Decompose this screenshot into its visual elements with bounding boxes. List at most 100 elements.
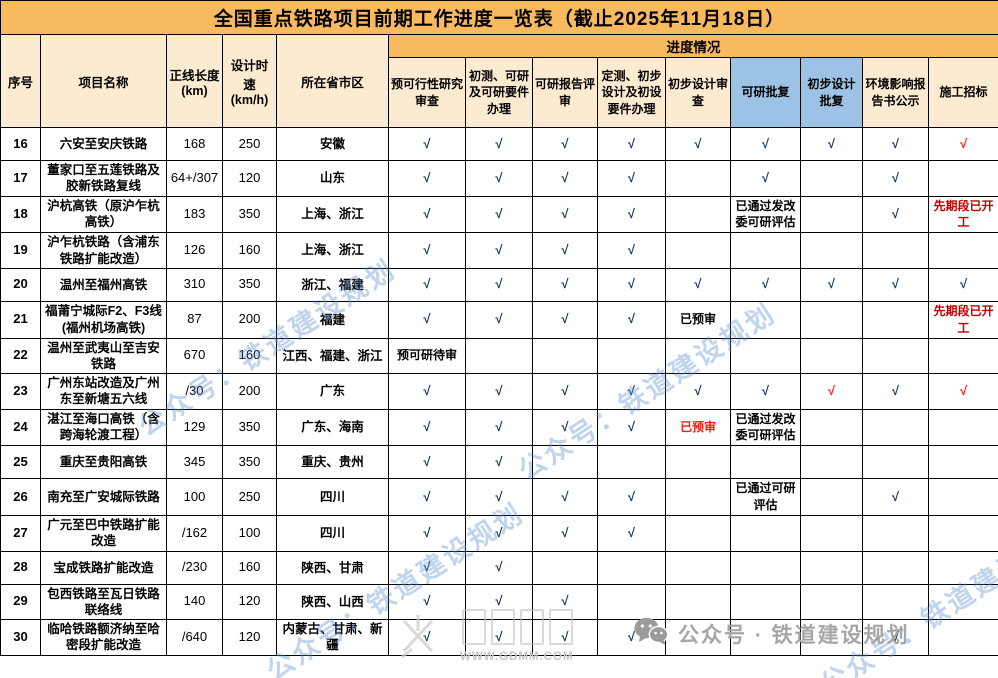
project-name: 南充至广安城际铁路	[40, 478, 167, 517]
project-name: 广州东站改造及广州东至新塘五六线	[40, 373, 167, 410]
table-row: 29 包西铁路至瓦日铁路联络线 140 120 陕西、山西 √ √ √	[0, 583, 998, 621]
check-mark: √	[561, 382, 569, 398]
progress-cell-6	[800, 408, 863, 447]
header-row-sub: 预可行性研究审查 初测、可研及可研要件办理 可研报告评审 定测、初步设计及初设要件办理…	[1, 57, 998, 128]
progress-cell-0: √	[388, 408, 466, 447]
region: 陕西、山西	[276, 583, 389, 621]
progress-cell-2: √	[532, 619, 598, 656]
progress-cell-0: √	[388, 550, 466, 585]
check-mark: √	[561, 169, 569, 185]
progress-cell-0: √	[388, 300, 466, 339]
design-speed: 350	[222, 408, 277, 447]
check-mark: √	[959, 135, 968, 151]
progress-cell-3: √	[597, 127, 666, 161]
design-speed: 160	[222, 550, 277, 585]
check-mark: √	[495, 628, 503, 644]
check-mark: √	[495, 205, 503, 221]
progress-cell-3: √	[597, 373, 666, 410]
check-mark: √	[495, 593, 503, 609]
progress-cell-7	[862, 232, 929, 269]
line-length: 310	[166, 267, 223, 302]
row-no: 26	[0, 478, 41, 517]
check-mark: √	[627, 382, 636, 398]
design-speed: 350	[222, 195, 277, 234]
check-mark: √	[761, 169, 770, 185]
column-header-length: 正线长度 (km)	[166, 34, 223, 128]
progress-cell-3: √	[597, 195, 666, 234]
design-speed: 160	[222, 337, 277, 375]
project-name: 湛江至海口高铁（含跨海轮渡工程）	[40, 408, 167, 447]
check-mark: √	[495, 419, 503, 434]
project-name: 重庆至贵阳高铁	[40, 445, 167, 480]
progress-cell-8: 先期段已开工	[927, 300, 998, 339]
header-row-top: 序号 项目名称 正线长度 (km) 设计时速 (km/h) 所在省市区 进度情况	[0, 34, 998, 128]
region: 四川	[276, 515, 389, 552]
progress-cell-8	[927, 478, 998, 517]
progress-cell-4	[665, 583, 731, 621]
check-mark: √	[561, 593, 569, 609]
progress-cell-8	[927, 160, 998, 197]
column-header-name: 项目名称	[40, 34, 167, 128]
line-length: 129	[166, 408, 223, 447]
page-title: 全国重点铁路项目前期工作进度一览表（截止2025年11月18日）	[0, 0, 998, 35]
progress-cell-8	[927, 232, 998, 269]
status-note: 已预审	[679, 312, 716, 327]
progress-cell-8: √	[927, 127, 998, 161]
check-mark: √	[959, 382, 968, 398]
column-header-progress-4: 初步设计审查	[665, 57, 731, 128]
progress-cell-3: √	[597, 300, 666, 339]
progress-cell-1: √	[465, 373, 533, 410]
project-name: 温州至武夷山至吉安铁路	[40, 337, 167, 375]
progress-cell-1: √	[465, 160, 533, 197]
progress-cell-4: √	[665, 267, 731, 302]
region: 上海、浙江	[276, 232, 389, 269]
design-speed: 250	[222, 478, 277, 517]
column-header-no: 序号	[0, 34, 41, 128]
progress-cell-1: √	[465, 619, 533, 656]
progress-cell-8	[927, 445, 998, 480]
column-header-progress-group: 进度情况	[387, 34, 998, 58]
check-mark: √	[495, 524, 503, 540]
line-length: 126	[166, 232, 223, 269]
progress-cell-2: √	[532, 408, 598, 447]
progress-cell-0: √	[388, 619, 466, 656]
progress-cell-3: √	[597, 232, 666, 269]
column-header-progress-7: 环境影响报告书公示	[862, 57, 929, 128]
progress-cell-5	[730, 550, 801, 585]
project-name: 广元至巴中铁路扩能改造	[40, 515, 167, 552]
progress-cell-3: √	[597, 160, 666, 197]
row-no: 18	[0, 195, 41, 234]
progress-cell-6	[800, 195, 863, 234]
progress-cell-0: √	[388, 445, 466, 480]
table-row: 18 沪杭高铁（原沪乍杭高铁） 183 350 上海、浙江 √ √ √ √ 已通过发改委可研评估 √…	[0, 195, 998, 234]
status-note: 已通过发改委可研评估	[735, 411, 796, 443]
check-mark: √	[561, 276, 569, 292]
progress-cell-8	[927, 619, 998, 656]
progress-cell-7	[862, 337, 929, 375]
project-name: 沪杭高铁（原沪乍杭高铁）	[40, 195, 167, 234]
progress-cell-5: 已通过可研评估	[730, 478, 801, 517]
progress-cell-7: √	[862, 619, 929, 656]
progress-cell-3	[597, 337, 666, 375]
progress-cell-2: √	[532, 515, 598, 552]
progress-cell-0: √	[388, 160, 466, 197]
progress-cell-3: √	[597, 515, 666, 552]
check-mark: √	[423, 205, 431, 221]
progress-cell-2: √	[532, 267, 598, 302]
progress-cell-5: √	[730, 373, 801, 410]
progress-cell-5: √	[730, 127, 801, 161]
status-note: 先期段已开工	[933, 303, 994, 335]
check-mark: √	[561, 242, 569, 258]
check-mark: √	[561, 488, 569, 504]
check-mark: √	[495, 453, 503, 469]
progress-cell-4: √	[665, 373, 731, 410]
progress-cell-6: √	[800, 373, 863, 410]
status-note: 已通过可研评估	[735, 481, 796, 513]
design-speed: 200	[222, 373, 277, 410]
progress-cell-5	[730, 232, 801, 269]
progress-cell-6	[800, 619, 863, 656]
progress-cell-2: √	[532, 478, 598, 517]
progress-cell-7	[862, 515, 929, 552]
table-row: 28 宝成铁路扩能改造/230 160 陕西、甘肃 √ √	[0, 550, 998, 585]
